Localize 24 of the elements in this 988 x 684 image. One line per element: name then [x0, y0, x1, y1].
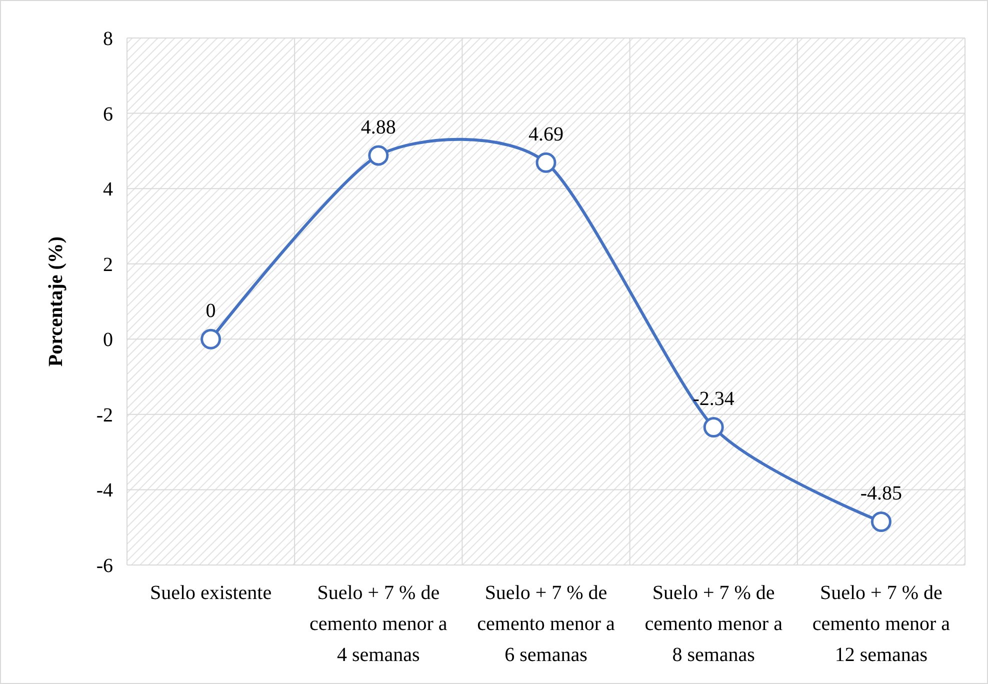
point [870, 511, 892, 532]
y-tick-label: 4 [103, 178, 113, 201]
data-label: 4.69 [528, 124, 564, 146]
data-label: 0 [206, 300, 216, 322]
x-tick-label: Suelo + 7 % de cemento menor a 12 semanas [812, 582, 950, 666]
x-tick-label: Suelo + 7 % de cemento menor a 6 semanas [477, 582, 615, 666]
point [368, 145, 389, 166]
data-label: 4.88 [360, 116, 396, 138]
y-tick-label: 0 [103, 329, 113, 352]
point [200, 328, 222, 350]
x-tick-label: Suelo + 7 % de cemento menor a 8 semanas [644, 582, 783, 666]
y-tick-label: -2 [96, 404, 113, 426]
data-label: -2.34 [692, 388, 734, 410]
y-tick-label: 6 [103, 103, 113, 126]
point [703, 416, 724, 438]
y-tick-label: 2 [103, 254, 113, 276]
x-tick-label: Suelo existente [150, 582, 272, 604]
y-tick-label: -6 [96, 555, 113, 577]
y-tick-label: -4 [96, 480, 113, 502]
x-tick-label: Suelo + 7 % de cemento menor a 4 semanas [310, 582, 448, 666]
data-label: -4.85 [860, 482, 902, 505]
y-axis-title: Porcentaje (%) [45, 236, 67, 367]
point [536, 152, 556, 173]
y-tick-label: 8 [103, 28, 113, 50]
